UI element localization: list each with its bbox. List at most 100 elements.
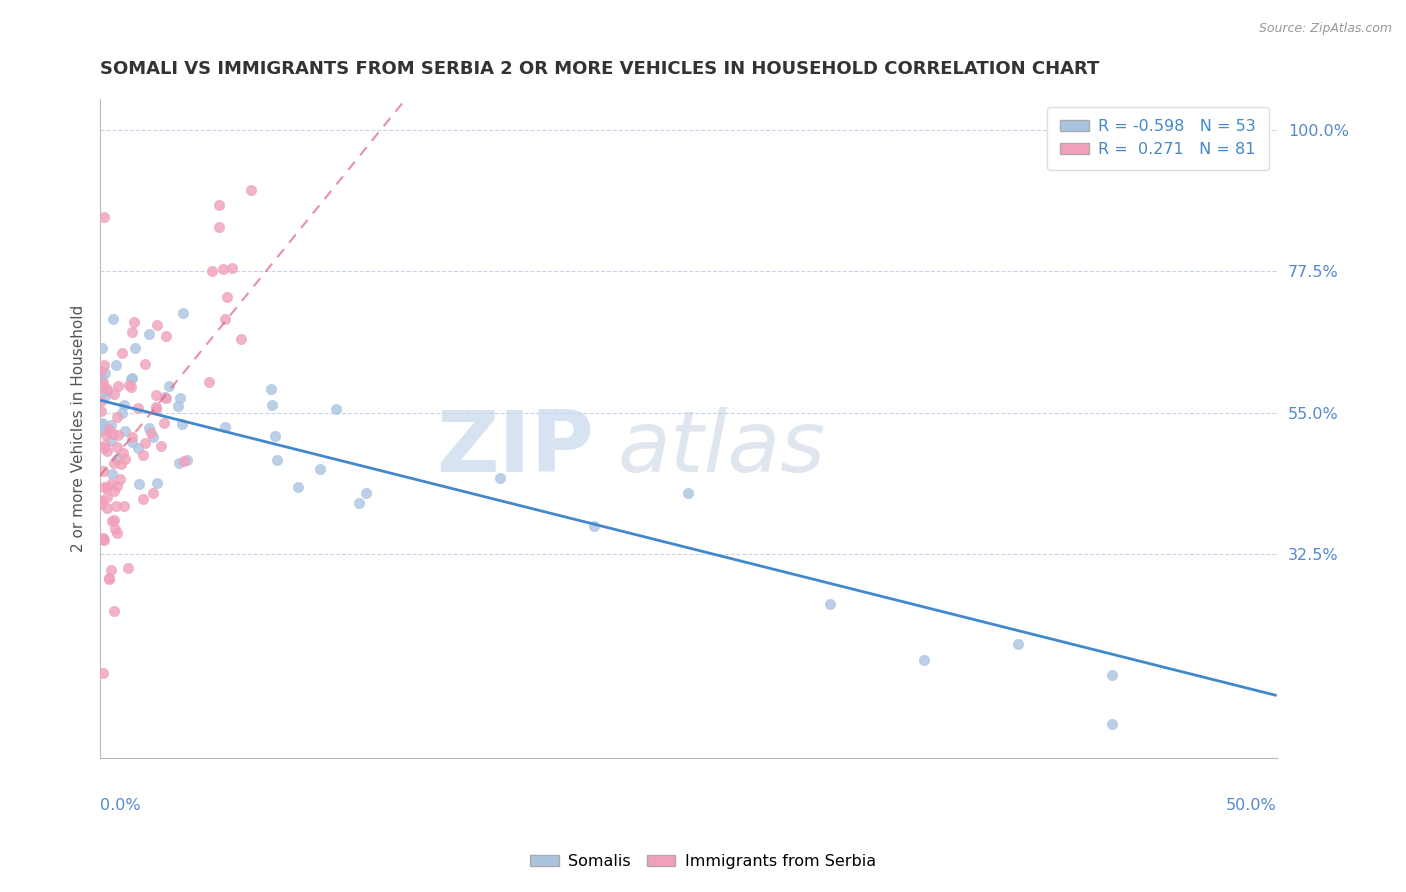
Point [103, 513, 125, 527]
Point [97, 571, 120, 585]
Point [100, 563, 122, 577]
Point [167, 456, 190, 470]
Point [121, 435, 143, 450]
Point [266, 453, 288, 467]
Point [108, 472, 131, 486]
Point [91, 376, 114, 390]
Point [91, 665, 114, 680]
Point [101, 467, 124, 482]
Y-axis label: 2 or more Vehicles in Household: 2 or more Vehicles in Household [72, 305, 86, 552]
Point [325, 402, 347, 417]
Point [354, 486, 377, 500]
Text: atlas: atlas [617, 407, 825, 490]
Point [100, 477, 122, 491]
Point [98, 421, 121, 435]
Point [142, 429, 165, 443]
Point [127, 441, 149, 455]
Point [111, 406, 134, 420]
Point [138, 326, 160, 341]
Point [93, 441, 115, 455]
Point [93, 479, 115, 493]
Point [104, 522, 127, 536]
Point [91, 417, 114, 431]
Point [93, 438, 115, 452]
Point [96, 501, 118, 516]
Point [105, 410, 128, 425]
Point [94, 389, 117, 403]
Point [91, 531, 114, 545]
Point [118, 377, 141, 392]
Point [120, 371, 142, 385]
Point [145, 401, 167, 415]
Point [145, 388, 167, 402]
Point [91, 494, 114, 508]
Point [131, 492, 153, 507]
Point [107, 428, 129, 442]
Point [101, 427, 124, 442]
Point [100, 514, 122, 528]
Point [96, 384, 118, 399]
Point [124, 341, 146, 355]
Point [166, 399, 188, 413]
Legend: R = -0.598   N = 53, R =  0.271   N = 81: R = -0.598 N = 53, R = 0.271 N = 81 [1047, 106, 1268, 170]
Point [912, 653, 935, 667]
Point [103, 605, 125, 619]
Point [121, 371, 143, 385]
Point [105, 440, 128, 454]
Point [818, 597, 841, 611]
Point [93, 417, 115, 432]
Point [157, 379, 180, 393]
Point [217, 290, 239, 304]
Text: 0.0%: 0.0% [100, 798, 141, 813]
Point [94, 366, 117, 380]
Point [112, 446, 135, 460]
Point [347, 496, 370, 510]
Point [93, 358, 115, 372]
Point [90, 404, 112, 418]
Text: ZIP: ZIP [436, 407, 595, 490]
Point [172, 417, 194, 431]
Point [176, 453, 198, 467]
Point [111, 346, 134, 360]
Point [90, 380, 112, 394]
Legend: Somalis, Immigrants from Serbia: Somalis, Immigrants from Serbia [523, 847, 883, 875]
Point [122, 315, 145, 329]
Point [145, 401, 167, 416]
Point [134, 436, 156, 450]
Point [128, 477, 150, 491]
Point [153, 390, 176, 404]
Point [96, 444, 118, 458]
Point [91, 533, 114, 547]
Point [142, 486, 165, 500]
Point [212, 262, 235, 277]
Point [141, 426, 163, 441]
Point [104, 500, 127, 514]
Point [208, 220, 231, 235]
Point [309, 462, 332, 476]
Text: SOMALI VS IMMIGRANTS FROM SERBIA 2 OR MORE VEHICLES IN HOUSEHOLD CORRELATION CHA: SOMALI VS IMMIGRANTS FROM SERBIA 2 OR MO… [100, 60, 1099, 78]
Point [150, 439, 173, 453]
Point [127, 401, 149, 415]
Point [121, 325, 143, 339]
Point [287, 480, 309, 494]
Point [260, 398, 283, 412]
Point [105, 479, 128, 493]
Point [132, 449, 155, 463]
Text: Source: ZipAtlas.com: Source: ZipAtlas.com [1258, 22, 1392, 36]
Point [169, 391, 191, 405]
Point [93, 210, 115, 224]
Point [110, 457, 132, 471]
Point [91, 464, 114, 478]
Point [96, 491, 118, 505]
Point [112, 398, 135, 412]
Point [1101, 717, 1123, 731]
Point [208, 197, 231, 211]
Point [583, 519, 606, 533]
Point [214, 420, 236, 434]
Point [260, 382, 283, 396]
Point [100, 434, 122, 448]
Point [96, 480, 118, 494]
Point [214, 312, 236, 326]
Point [138, 421, 160, 435]
Point [146, 318, 169, 332]
